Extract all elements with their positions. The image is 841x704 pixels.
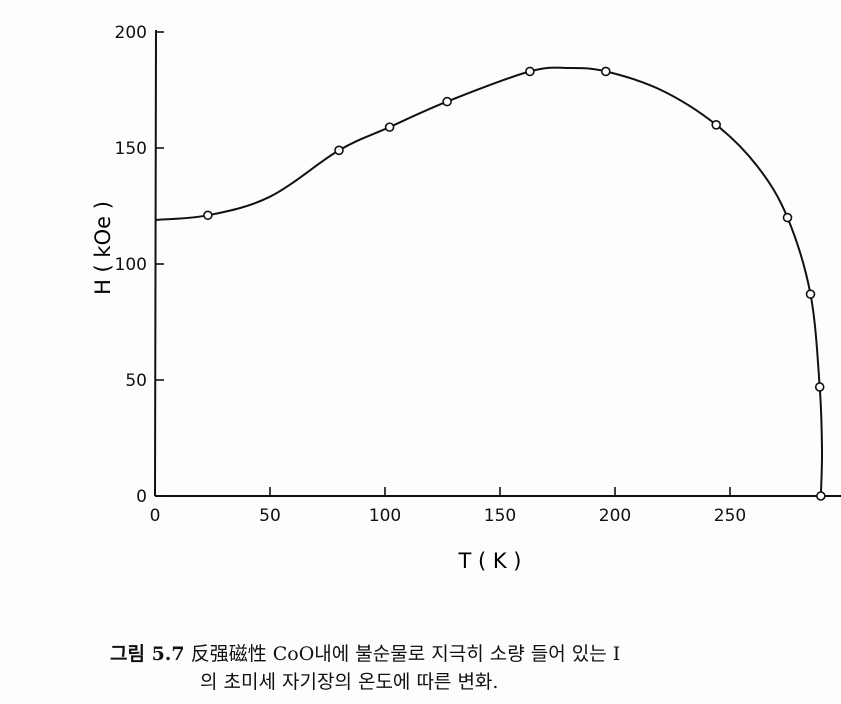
x-tick-label: 100 [369,506,401,526]
fit-curve [154,66,824,497]
y-tick-label: 0 [136,487,147,507]
chart: 0 50 100 150 200 0 50 100 150 200 250 H ( kOe ) T … [91,23,841,573]
data-curve-layer [154,66,824,497]
caption-text-line2: 의 초미세 자기장의 온도에 따른 변화. [200,671,499,693]
data-point [334,145,344,156]
data-point [203,210,213,221]
x-axis-label: T ( K ) [457,549,521,573]
data-point [442,96,452,107]
y-axis-label: H ( kOe ) [91,201,115,295]
x-tick-label: 150 [484,506,516,526]
x-tick-label: 50 [259,506,281,526]
y-tick-label: 50 [125,371,147,391]
data-points-layer [203,66,826,501]
x-tick-label: 250 [714,506,746,526]
y-tick-label: 200 [115,23,147,43]
caption-text-line1: 反强磁性 CoO내에 불순물로 지극히 소량 들어 있는 I [190,643,621,665]
y-axis-line [154,29,157,497]
y-tick-label: 150 [115,139,147,159]
x-tick-label: 0 [150,506,161,526]
data-point [814,382,825,392]
data-point [525,66,535,77]
y-tick-label: 100 [115,255,147,275]
data-point [782,212,793,223]
x-tick-label: 200 [599,506,631,526]
data-point [805,289,816,299]
figure-caption: 그림 5.7 反强磁性 CoO내에 불순물로 지극히 소량 들어 있는 I 의 … [110,640,841,696]
data-point [711,120,722,130]
axes: 0 50 100 150 200 0 50 100 150 200 250 [115,23,841,526]
data-point [600,66,611,77]
caption-label: 그림 5.7 [110,643,185,665]
data-point [384,122,395,132]
data-point [816,491,826,501]
